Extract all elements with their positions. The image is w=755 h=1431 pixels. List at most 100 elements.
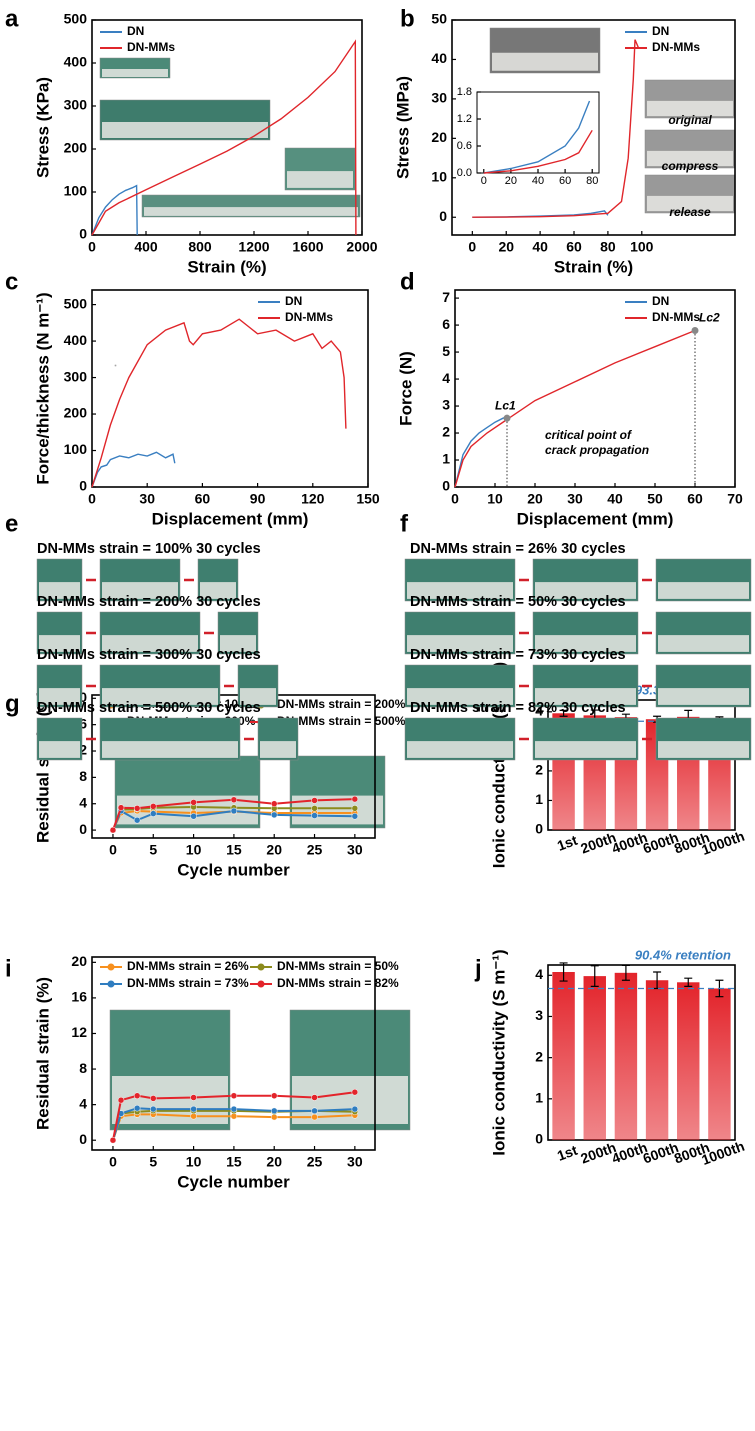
series-line — [483, 129, 593, 174]
y-tick-label: 0 — [535, 821, 543, 837]
legend-marker — [107, 980, 115, 988]
y-tick-label: 0 — [442, 478, 450, 494]
error-bar — [684, 977, 693, 988]
legend-label: DN — [652, 24, 669, 38]
photo-detail — [407, 741, 513, 758]
photo-detail — [647, 100, 733, 117]
photo-detail — [535, 582, 636, 599]
y-tick-label: 0 — [535, 1131, 543, 1147]
series-line — [472, 39, 640, 218]
panel-letter: d — [400, 268, 415, 295]
y-tick-label: 0 — [79, 226, 87, 242]
point — [351, 1105, 359, 1113]
x-tick-label: 20 — [505, 175, 517, 187]
point — [351, 1088, 359, 1096]
x-axis-label: Displacement (mm) — [152, 509, 309, 528]
legend-label: DN — [285, 294, 302, 308]
photo-detail — [287, 171, 353, 188]
y-tick-label: 0 — [79, 821, 87, 837]
photo-detail — [39, 582, 80, 599]
panel-letter: j — [474, 955, 482, 982]
photo-label: release — [669, 205, 711, 219]
x-tick-label: 25 — [307, 842, 323, 858]
y-tick-label: 40 — [431, 50, 447, 66]
y-tick-label: 0 — [439, 208, 447, 224]
panel-letter: f — [400, 510, 409, 537]
y-tick-label: 4 — [535, 703, 543, 719]
x-tick-label: 5 — [149, 842, 157, 858]
x-tick-label: 60 — [559, 175, 571, 187]
x-axis-label: Strain (%) — [187, 257, 266, 276]
point — [230, 1092, 238, 1099]
x-tick-label: 10 — [186, 1154, 202, 1170]
x-tick-label: 40 — [532, 175, 544, 187]
y-tick-label: 30 — [431, 90, 447, 106]
y-tick-label: 200 — [64, 405, 88, 421]
series-line — [91, 184, 138, 236]
error-bar — [621, 964, 630, 981]
point — [109, 826, 117, 834]
y-tick-label: 16 — [71, 989, 87, 1005]
panel-letter: c — [5, 268, 18, 295]
series-line — [91, 451, 176, 488]
photo-detail — [102, 741, 238, 758]
y-axis-label: Ionic conductivity (S m⁻¹) — [489, 949, 508, 1155]
error-bar — [559, 962, 568, 982]
x-tick-label: 5 — [149, 1154, 157, 1170]
x-tick-label: 15 — [226, 842, 242, 858]
point — [190, 799, 197, 806]
x-tick-label: 400 — [134, 239, 158, 255]
point — [311, 797, 318, 804]
point — [190, 1105, 197, 1113]
y-tick-label: 6 — [442, 316, 450, 332]
bar — [645, 980, 669, 1140]
point — [230, 1105, 238, 1113]
point — [270, 800, 278, 807]
point — [117, 804, 125, 811]
annotation: critical point of — [545, 428, 632, 442]
point — [311, 1094, 318, 1101]
y-axis-label: Stress (KPa) — [33, 77, 52, 178]
y-tick-label: 8 — [79, 768, 87, 784]
axes-frame — [451, 19, 736, 236]
bar — [677, 982, 700, 1140]
x-axis-label: Displacement (mm) — [517, 509, 674, 528]
x-axis-label: Strain (%) — [554, 257, 633, 276]
photo-detail — [102, 635, 198, 652]
x-tick-label: 100 — [630, 239, 654, 255]
point — [351, 795, 359, 803]
axes-frame — [91, 289, 369, 488]
y-tick-label: 2 — [442, 424, 450, 440]
photo-detail — [658, 688, 749, 705]
y-tick-label: 0.0 — [457, 167, 472, 179]
point — [117, 1096, 125, 1104]
legend-marker — [107, 963, 115, 971]
point — [133, 1092, 141, 1099]
y-tick-label: 100 — [64, 441, 88, 457]
panel-letter: a — [5, 5, 19, 32]
critical-point — [503, 414, 511, 422]
x-tick-label: 2000 — [346, 239, 377, 255]
point — [351, 805, 359, 812]
legend-label: DN-MMs strain = 200% — [277, 697, 406, 711]
photo-detail — [102, 122, 268, 138]
bar — [708, 988, 731, 1140]
point — [133, 1104, 141, 1112]
point-label: Lc1 — [495, 398, 516, 412]
photo-detail — [39, 635, 80, 652]
photo-detail — [200, 582, 236, 599]
photo-detail — [407, 688, 513, 705]
x-tick-label: 30 — [139, 491, 155, 507]
photo-detail — [535, 688, 636, 705]
series-line — [454, 416, 508, 488]
critical-point — [691, 326, 699, 334]
photo-detail — [102, 69, 168, 77]
x-tick-label: 20 — [498, 239, 514, 255]
y-tick-label: 4 — [79, 794, 87, 810]
legend-label: DN-MMs strain = 50% — [277, 959, 399, 973]
y-axis-label: Residual strain (%) — [33, 977, 52, 1130]
annotation: 90.4% retention — [635, 947, 731, 962]
y-tick-label: 400 — [64, 332, 88, 348]
x-tick-label: 0 — [451, 491, 459, 507]
